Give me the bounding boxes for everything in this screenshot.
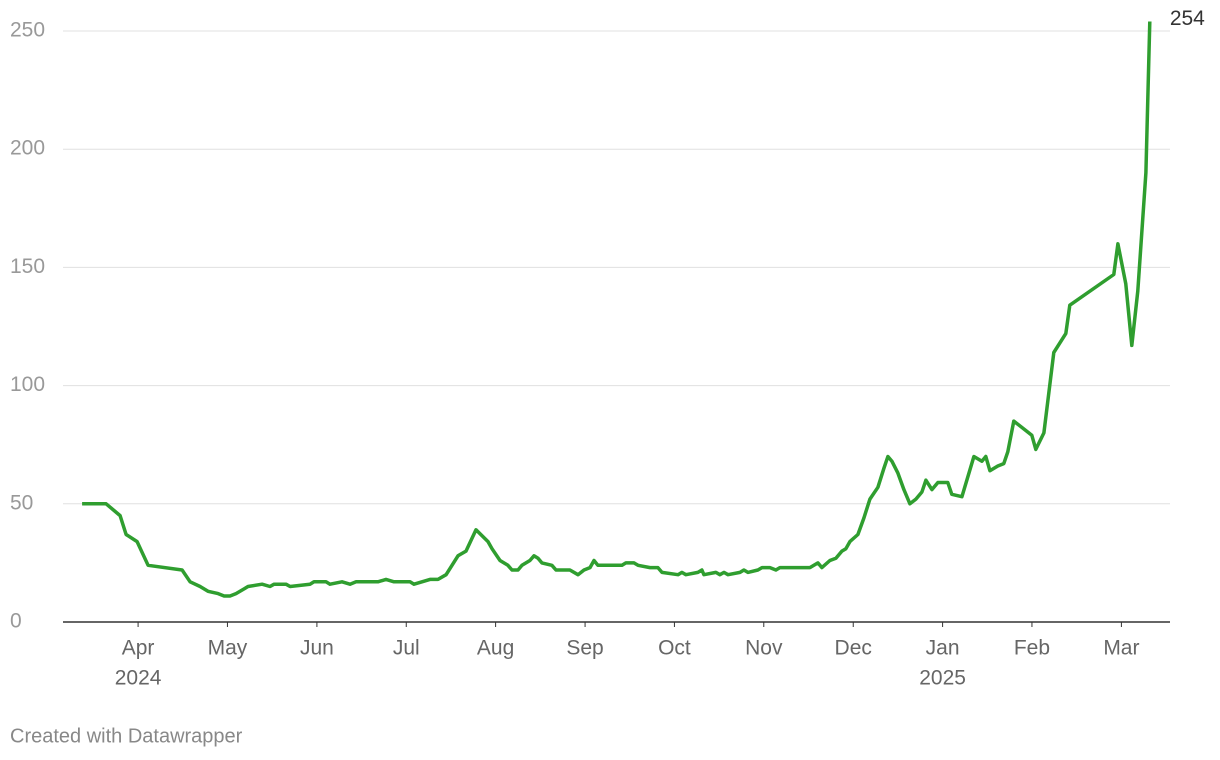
y-tick-label: 150: [10, 255, 45, 278]
y-tick-label: 50: [10, 491, 33, 514]
y-tick-label: 250: [10, 19, 45, 42]
x-tick-label: Dec: [835, 637, 872, 660]
x-tick-label: Nov: [745, 637, 783, 660]
x-year-label: 2025: [919, 667, 966, 690]
x-tick-label: May: [208, 637, 248, 660]
x-tick-label: Jun: [300, 637, 334, 660]
x-tick-label: Feb: [1014, 637, 1050, 660]
x-tick-label: Oct: [658, 637, 691, 660]
x-tick-label: Jan: [926, 637, 960, 660]
credit: Created with Datawrapper: [10, 725, 243, 747]
x-tick-label: Jul: [393, 637, 420, 660]
data-line: [82, 21, 1152, 598]
end-value-label: 254: [1170, 7, 1205, 30]
x-tick-label: Apr: [122, 637, 155, 660]
x-year-label: 2024: [115, 667, 162, 690]
x-tick-label: Aug: [477, 637, 514, 660]
y-tick-label: 200: [10, 137, 45, 160]
y-tick-label: 0: [10, 610, 22, 633]
y-tick-label: 100: [10, 373, 45, 396]
x-tick-label: Sep: [566, 637, 603, 660]
x-tick-label: Mar: [1103, 637, 1139, 660]
